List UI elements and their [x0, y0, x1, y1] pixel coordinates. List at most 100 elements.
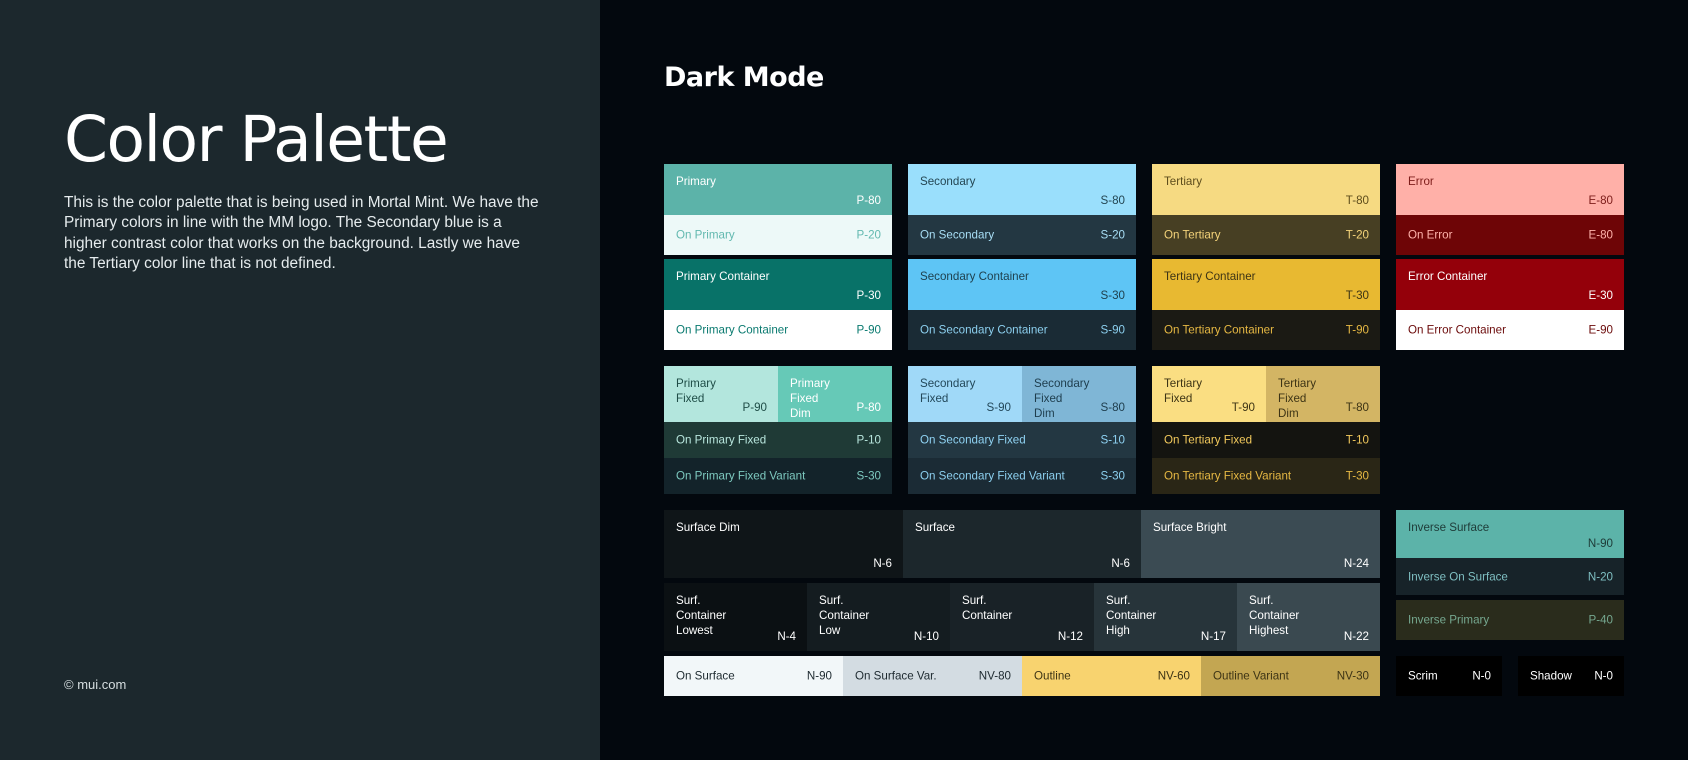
swatch-surf-container-lowest: Surf. Container Lowest N-4 [664, 583, 807, 651]
swatch-primary: Primary P-80 [664, 164, 892, 215]
swatch-tone-code: P-90 [742, 401, 768, 414]
swatch-inverse-on-surface: Inverse On Surface N-20 [1396, 558, 1624, 595]
swatch-label: Surface Dim [676, 521, 740, 534]
swatch-tone-code: T-10 [1345, 433, 1369, 447]
swatch-tone-code: E-30 [1588, 289, 1614, 302]
swatch-label: On Secondary Container [920, 323, 1048, 337]
swatch-label: On Surface Var. [855, 669, 937, 683]
swatch-tone-code: P-80 [856, 401, 882, 414]
swatch-tone-code: NV-30 [1336, 669, 1369, 683]
swatch-tone-code: S-30 [1100, 469, 1126, 483]
swatch-tone-code: N-6 [873, 557, 892, 570]
swatch-label: On Tertiary Container [1164, 323, 1274, 337]
swatch-tone-code: T-80 [1345, 194, 1369, 207]
swatch-tone-code: E-90 [1588, 323, 1614, 337]
swatch-secondary-fixed: Secondary Fixed S-90 [908, 366, 1022, 422]
swatch-label: On Tertiary Fixed Variant [1164, 469, 1292, 483]
swatch-tone-code: N-0 [1472, 669, 1491, 683]
swatch-tone-code: N-22 [1343, 630, 1369, 643]
swatch-label: Shadow [1530, 669, 1572, 683]
swatch-on-surface: On Surface N-90 [664, 656, 843, 696]
swatch-label: Tertiary [1164, 175, 1203, 188]
swatch-label: Surf. Container Lowest [676, 594, 727, 637]
swatch-label: Surf. Container Highest [1249, 594, 1300, 637]
swatch-primary-fixed-dim: Primary Fixed Dim P-80 [778, 366, 892, 422]
swatch-tone-code: N-24 [1343, 557, 1369, 570]
swatch-tertiary-fixed: Tertiary Fixed T-90 [1152, 366, 1266, 422]
swatch-tertiary-fixed-dim: Tertiary Fixed Dim T-80 [1266, 366, 1380, 422]
swatch-label: Inverse Primary [1408, 613, 1490, 627]
swatch-tone-code: S-30 [856, 469, 882, 483]
palette-description: This is the color palette that is being … [64, 194, 539, 272]
swatch-tone-code: S-80 [1100, 401, 1126, 414]
swatch-surface-dim: Surface Dim N-6 [664, 510, 903, 578]
swatch-tone-code: N-90 [1587, 537, 1613, 550]
swatch-primary-container: Primary Container P-30 [664, 259, 892, 310]
swatch-tone-code: N-4 [777, 630, 796, 643]
swatch-outline: Outline NV-60 [1022, 656, 1201, 696]
swatch-label: Surface [915, 521, 955, 534]
swatch-tone-code: P-40 [1588, 613, 1614, 627]
swatch-primary-fixed: Primary Fixed P-90 [664, 366, 778, 422]
swatch-tone-code: S-90 [1100, 323, 1126, 337]
swatch-label: Primary [676, 175, 716, 188]
swatch-tone-code: N-12 [1057, 630, 1083, 643]
swatch-surface-bright: Surface Bright N-24 [1141, 510, 1380, 578]
swatch-tone-code: N-10 [913, 630, 939, 643]
swatch-tone-code: P-20 [856, 228, 882, 242]
swatch-on-secondary-fixed: On Secondary Fixed S-10 [908, 422, 1136, 458]
swatch-tone-code: T-90 [1345, 323, 1369, 337]
swatch-label: Scrim [1408, 669, 1438, 683]
swatch-tone-code: T-20 [1345, 228, 1369, 242]
dark-mode-title: Dark Mode [664, 62, 824, 93]
swatch-on-primary-fixed-variant: On Primary Fixed Variant S-30 [664, 458, 892, 494]
swatch-on-primary: On Primary P-20 [664, 215, 892, 255]
swatch-tone-code: P-10 [856, 433, 882, 447]
swatch-label: On Tertiary [1164, 228, 1221, 242]
swatch-tone-code: E-80 [1588, 194, 1614, 207]
swatch-label: On Secondary Fixed Variant [920, 469, 1065, 483]
swatch-on-tertiary: On Tertiary T-20 [1152, 215, 1380, 255]
swatch-label: Secondary Fixed Dim [1034, 377, 1090, 420]
page-title: Color Palette [64, 103, 449, 176]
swatch-tone-code: T-30 [1345, 289, 1369, 302]
swatch-inverse-surface: Inverse Surface N-90 [1396, 510, 1624, 558]
swatch-on-tertiary-fixed-variant: On Tertiary Fixed Variant T-30 [1152, 458, 1380, 494]
swatch-shadow: Shadow N-0 [1518, 656, 1624, 696]
swatch-tone-code: S-90 [986, 401, 1012, 414]
swatch-tone-code: S-30 [1100, 289, 1126, 302]
swatch-tone-code: N-0 [1594, 669, 1613, 683]
swatch-label: Surface Bright [1153, 521, 1227, 534]
swatch-label: Tertiary Container [1164, 270, 1256, 283]
swatch-label: Inverse On Surface [1408, 570, 1508, 583]
swatch-tone-code: N-6 [1111, 557, 1130, 570]
swatch-on-tertiary-fixed: On Tertiary Fixed T-10 [1152, 422, 1380, 458]
swatch-inverse-primary: Inverse Primary P-40 [1396, 600, 1624, 640]
swatch-tone-code: N-90 [806, 669, 832, 683]
swatch-on-primary-fixed: On Primary Fixed P-10 [664, 422, 892, 458]
swatch-label: Tertiary Fixed [1164, 377, 1203, 405]
swatch-tone-code: NV-80 [978, 669, 1011, 683]
swatch-surf-container: Surf. Container N-12 [950, 583, 1094, 651]
swatch-label: Error Container [1408, 270, 1488, 283]
swatch-label: Tertiary Fixed Dim [1278, 377, 1317, 420]
swatch-on-secondary-container: On Secondary Container S-90 [908, 310, 1136, 350]
swatch-label: Primary Fixed [676, 377, 716, 405]
swatch-secondary: Secondary S-80 [908, 164, 1136, 215]
swatch-label: On Secondary Fixed [920, 433, 1026, 447]
swatch-tone-code: P-90 [856, 323, 882, 337]
swatch-error: Error E-80 [1396, 164, 1624, 215]
footer-credit: © mui.com [64, 677, 127, 692]
swatch-label: On Secondary [920, 228, 995, 242]
swatch-surface: Surface N-6 [903, 510, 1141, 578]
swatch-label: On Primary Fixed [676, 433, 767, 447]
swatch-tone-code: S-10 [1100, 433, 1126, 447]
swatch-tone-code: S-20 [1100, 228, 1126, 242]
swatch-on-tertiary-container: On Tertiary Container T-90 [1152, 310, 1380, 350]
swatch-scrim: Scrim N-0 [1396, 656, 1502, 696]
swatch-label: On Primary Fixed Variant [676, 469, 806, 483]
swatch-on-secondary: On Secondary S-20 [908, 215, 1136, 255]
swatch-label: Secondary Fixed [920, 377, 976, 405]
swatch-label: Inverse Surface [1408, 521, 1490, 534]
swatch-tone-code: N-17 [1200, 630, 1226, 643]
